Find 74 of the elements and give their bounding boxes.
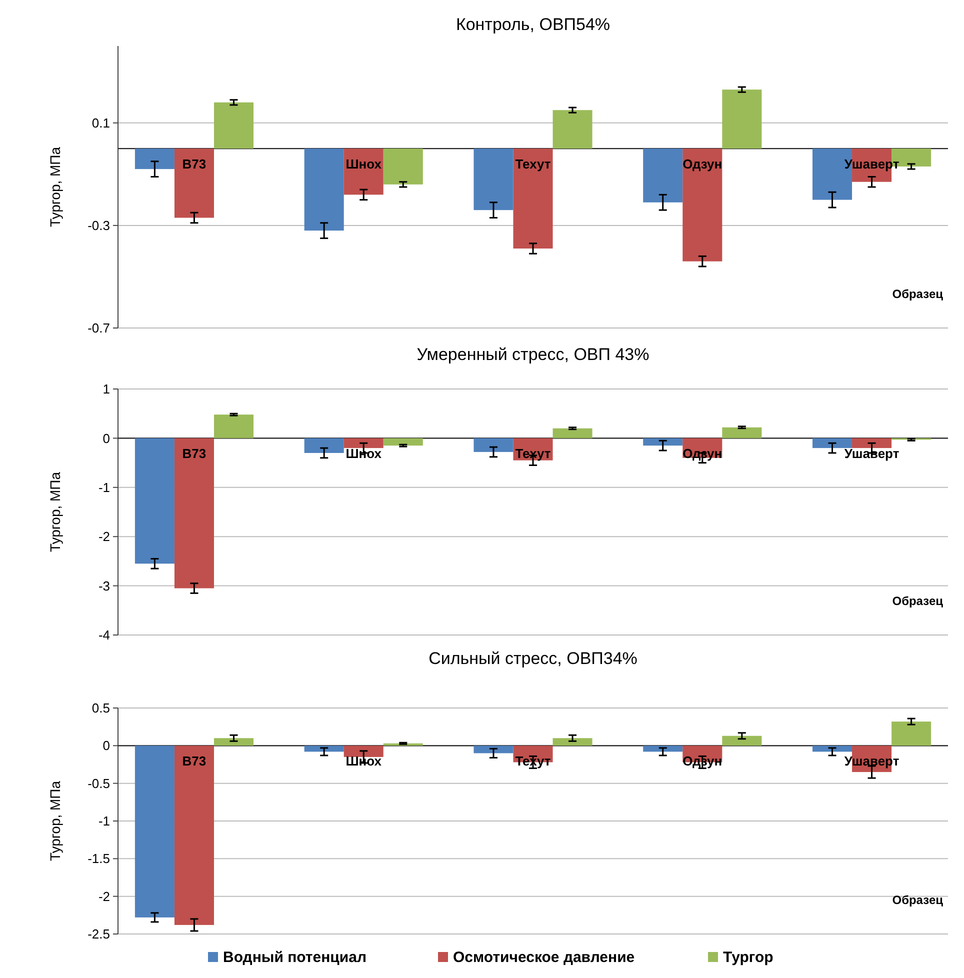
bar — [643, 438, 683, 446]
x-tick-label: B73 — [182, 156, 206, 172]
bar — [304, 746, 344, 752]
bar — [344, 148, 384, 195]
y-tick-label: -2 — [98, 529, 110, 544]
bar — [812, 746, 852, 752]
y-tick-label: -1 — [98, 814, 110, 829]
x-tick-label: Одзун — [682, 446, 722, 462]
chart-title: Сильный стресс, ОВП34% — [428, 649, 638, 668]
y-tick-label: 0.5 — [92, 700, 110, 716]
y-axis-title: Тургор, МПа — [47, 146, 63, 228]
bar — [892, 722, 932, 746]
x-tick-label: B73 — [182, 446, 206, 462]
x-axis-title: Образец — [892, 594, 944, 608]
x-tick-label: Одзун — [682, 156, 722, 172]
bar — [552, 110, 592, 149]
bar — [643, 148, 683, 202]
y-tick-label: -2.5 — [88, 926, 110, 942]
y-tick-label: -0.3 — [88, 218, 110, 234]
x-tick-label: B73 — [182, 754, 206, 769]
chart-title: Умеренный стресс, ОВП 43% — [416, 345, 650, 364]
bar — [852, 438, 892, 448]
bar — [174, 746, 214, 925]
x-tick-label: Техут — [515, 156, 551, 172]
y-tick-label: -0.7 — [88, 320, 110, 336]
bar — [812, 438, 852, 448]
x-axis-title: Образец — [892, 287, 944, 301]
bar — [474, 746, 514, 754]
y-axis-title: Тургор, МПа — [47, 472, 63, 552]
y-tick-label: 0.1 — [92, 115, 110, 130]
bar — [134, 148, 174, 170]
bar — [214, 102, 254, 149]
bar — [214, 414, 254, 438]
bar — [134, 438, 174, 564]
y-tick-label: 0 — [102, 430, 110, 446]
bar — [383, 438, 423, 446]
x-tick-label: Шнох — [346, 156, 382, 172]
bar — [344, 438, 384, 448]
bar — [722, 427, 762, 438]
bar — [174, 438, 214, 588]
bar — [174, 148, 214, 218]
legend-label: Осмотическое давление — [453, 949, 635, 966]
bar — [552, 428, 592, 438]
x-tick-label: Техут — [515, 446, 551, 462]
x-tick-label: Шнох — [346, 754, 382, 769]
y-tick-label: -1 — [98, 480, 110, 495]
bar — [474, 148, 514, 210]
y-tick-label: 1 — [102, 382, 110, 397]
bar — [474, 438, 514, 452]
bar — [682, 148, 722, 262]
y-tick-label: -1.5 — [88, 851, 110, 866]
bar — [344, 746, 384, 757]
y-tick-label: -3 — [98, 578, 110, 594]
y-axis-title: Тургор, МПа — [47, 780, 63, 862]
bar — [722, 736, 762, 746]
bar — [134, 746, 174, 918]
legend-label: Водный потенциал — [223, 949, 366, 966]
bar — [383, 148, 423, 184]
x-tick-label: Шнох — [346, 446, 382, 462]
bar — [513, 148, 553, 249]
bar — [722, 90, 762, 149]
bar — [643, 746, 683, 752]
bar — [304, 148, 344, 231]
y-tick-label: -4 — [98, 628, 110, 643]
chart-title: Контроль, ОВП54% — [456, 15, 610, 34]
y-tick-label: 0 — [102, 738, 110, 754]
bar — [304, 438, 344, 453]
bar — [552, 738, 592, 746]
x-tick-label: Ушаверт — [844, 446, 900, 462]
y-tick-label: -2 — [98, 888, 110, 904]
y-tick-label: -0.5 — [88, 776, 110, 791]
bar — [214, 738, 254, 746]
legend-label: Тургор — [723, 949, 774, 966]
x-axis-title: Образец — [892, 893, 944, 907]
